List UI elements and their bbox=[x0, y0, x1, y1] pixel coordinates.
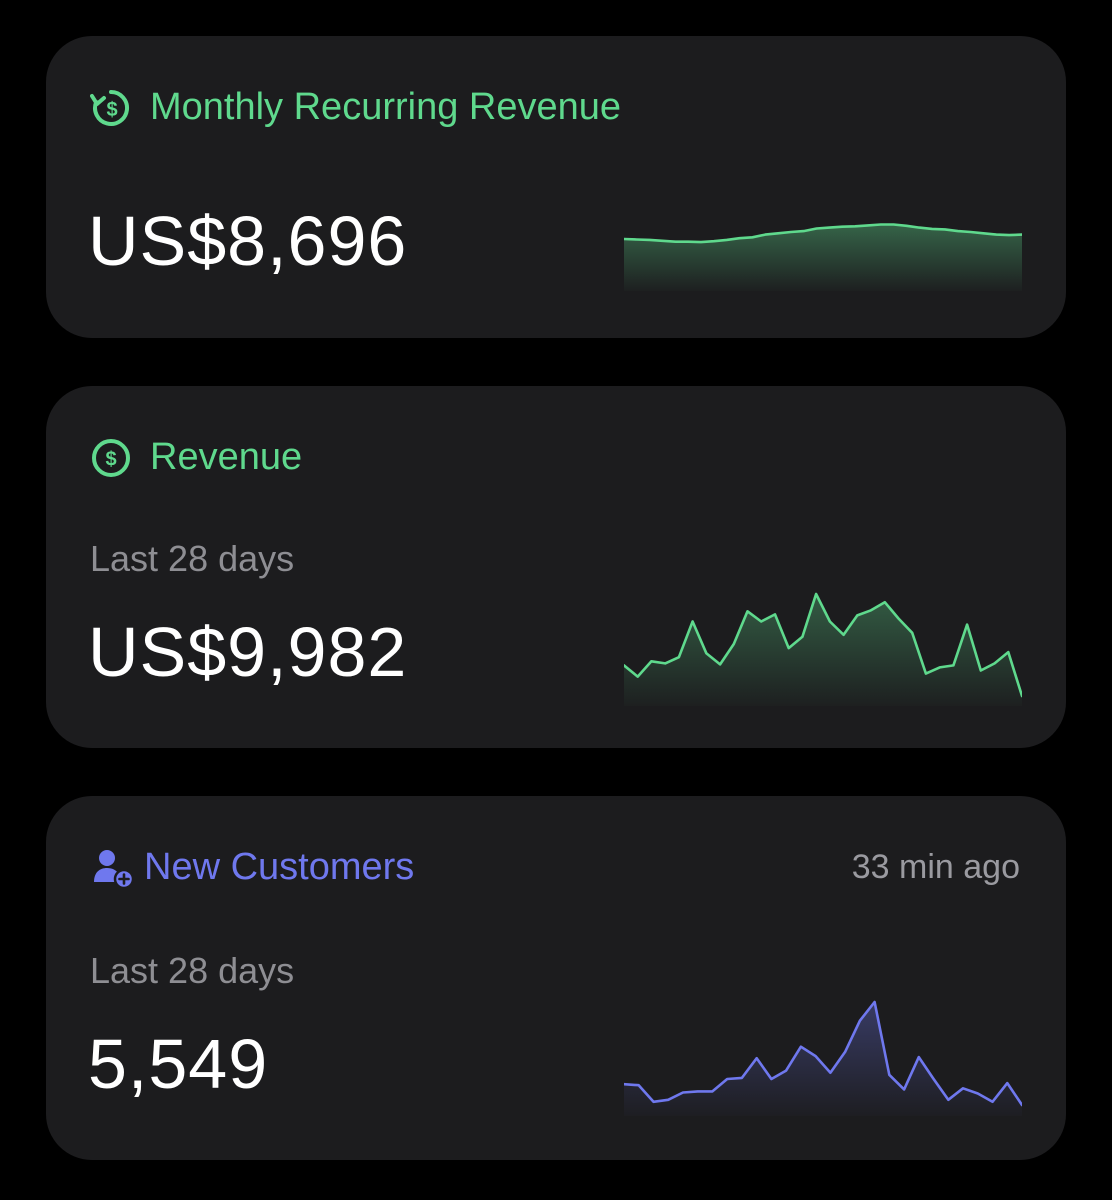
card-header: $ Revenue bbox=[90, 436, 302, 479]
card-title: New Customers bbox=[144, 846, 415, 888]
card-value: 5,549 bbox=[88, 1025, 269, 1103]
customers-sparkline bbox=[624, 996, 1022, 1116]
sparkline-line bbox=[624, 223, 1022, 244]
sparkline-line bbox=[624, 592, 1022, 698]
sparkline-area bbox=[624, 1002, 1022, 1116]
card-value: US$8,696 bbox=[88, 202, 408, 280]
card-title: Revenue bbox=[150, 436, 303, 478]
card-header: New Customers bbox=[92, 846, 414, 889]
mrr-card[interactable]: $ Monthly Recurring Revenue US$8,696 bbox=[46, 36, 1066, 338]
sparkline-line bbox=[624, 1000, 1022, 1107]
card-title: Monthly Recurring Revenue bbox=[150, 86, 622, 128]
period-label: Last 28 days bbox=[90, 950, 295, 991]
updated-timestamp: 33 min ago bbox=[851, 848, 1020, 886]
period-label: Last 28 days bbox=[90, 538, 295, 579]
revenue-card[interactable]: $ Revenue Last 28 days US$9,982 bbox=[46, 386, 1066, 748]
new-customers-card[interactable]: New Customers 33 min ago Last 28 days 5,… bbox=[46, 796, 1066, 1160]
sparkline-area bbox=[624, 224, 1022, 291]
card-value: US$9,982 bbox=[88, 613, 408, 691]
card-header: $ Monthly Recurring Revenue bbox=[90, 86, 621, 129]
revenue-sparkline bbox=[624, 586, 1022, 706]
dollar-circle-icon: $ bbox=[90, 437, 132, 479]
svg-text:$: $ bbox=[105, 448, 116, 470]
sparkline-area bbox=[624, 594, 1022, 706]
mrr-sparkline bbox=[624, 196, 1022, 291]
svg-text:$: $ bbox=[106, 99, 117, 121]
recurring-dollar-icon: $ bbox=[90, 87, 132, 129]
person-add-icon bbox=[92, 847, 134, 889]
